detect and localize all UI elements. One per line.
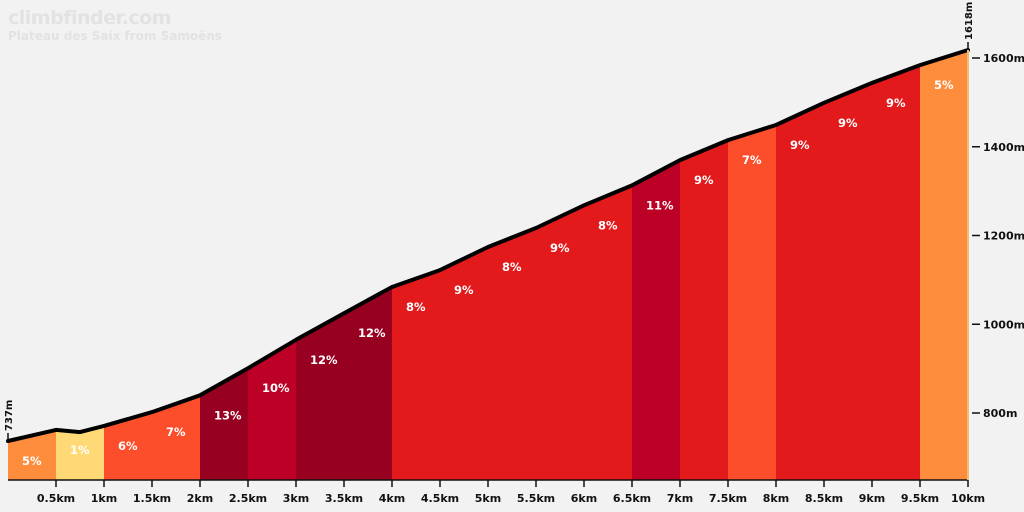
- x-tick-label: 0.5km: [37, 492, 75, 505]
- grade-segment: [200, 368, 248, 480]
- y-tick-label: 1000m: [983, 318, 1024, 331]
- y-tick-label: 1200m: [983, 230, 1024, 243]
- x-tick-label: 3.5km: [325, 492, 363, 505]
- grade-segment: [632, 160, 680, 480]
- grade-segment: [488, 228, 536, 480]
- start-elevation-label: 737m: [4, 400, 15, 431]
- grade-segment: [680, 140, 728, 480]
- grade-segment: [8, 429, 56, 480]
- grade-label: 13%: [214, 408, 242, 422]
- grade-segment: [344, 287, 392, 480]
- grade-label: 8%: [598, 218, 618, 232]
- grade-segment: [584, 185, 632, 480]
- x-tick-label: 2.5km: [229, 492, 267, 505]
- grade-label: 7%: [166, 425, 186, 439]
- x-tick-label: 8.5km: [805, 492, 843, 505]
- x-tick-label: 2km: [187, 492, 213, 505]
- x-tick-label: 9.5km: [901, 492, 939, 505]
- x-tick-label: 9km: [859, 492, 885, 505]
- y-tick-label: 1400m: [983, 141, 1024, 154]
- grade-label: 6%: [118, 439, 138, 453]
- x-tick-label: 3km: [283, 492, 309, 505]
- y-tick-label: 800m: [983, 407, 1017, 420]
- grade-label: 12%: [310, 353, 338, 367]
- brand-logo-text: climbfinder.com: [8, 7, 171, 29]
- x-tick-label: 8km: [763, 492, 789, 505]
- grade-label: 5%: [934, 78, 954, 92]
- end-elevation-label: 1618m: [964, 2, 975, 40]
- grade-segment: [920, 50, 968, 480]
- grade-label: 1%: [70, 443, 90, 457]
- grade-segment: [248, 339, 296, 480]
- grade-label: 9%: [790, 138, 810, 152]
- x-tick-label: 10km: [951, 492, 985, 505]
- x-tick-label: 4km: [379, 492, 405, 505]
- chart-title: Plateau des Saix from Samoëns: [8, 29, 222, 43]
- grade-label: 9%: [838, 116, 858, 130]
- x-tick-label: 4.5km: [421, 492, 459, 505]
- grade-label: 9%: [886, 96, 906, 110]
- grade-segment: [104, 412, 152, 480]
- grade-segment: [824, 82, 872, 481]
- x-tick-label: 6km: [571, 492, 597, 505]
- grade-segment: [56, 425, 104, 480]
- grade-segment: [152, 395, 200, 480]
- grade-label: 8%: [406, 300, 426, 314]
- grade-segment: [296, 313, 344, 480]
- x-tick-label: 1.5km: [133, 492, 171, 505]
- grade-segment: [440, 247, 488, 480]
- y-tick-label: 1600m: [983, 52, 1024, 65]
- grade-label: 7%: [742, 153, 762, 167]
- grade-segment: [728, 125, 776, 480]
- grade-label: 8%: [502, 260, 522, 274]
- grade-label: 10%: [262, 381, 290, 395]
- x-tick-label: 7.5km: [709, 492, 747, 505]
- grade-segment: [536, 205, 584, 481]
- x-tick-label: 1km: [91, 492, 117, 505]
- grade-segment: [392, 270, 440, 480]
- grade-label: 5%: [22, 454, 42, 468]
- x-tick-label: 5km: [475, 492, 501, 505]
- x-tick-label: 6.5km: [613, 492, 651, 505]
- x-tick-label: 7km: [667, 492, 693, 505]
- grade-label: 9%: [550, 241, 570, 255]
- grade-label: 9%: [694, 173, 714, 187]
- grade-segment: [776, 102, 824, 481]
- profile-line: [6, 48, 970, 443]
- grade-segment: [872, 65, 920, 480]
- grade-label: 11%: [646, 198, 674, 212]
- x-tick-label: 5.5km: [517, 492, 555, 505]
- grade-label: 9%: [454, 283, 474, 297]
- grade-label: 12%: [358, 326, 386, 340]
